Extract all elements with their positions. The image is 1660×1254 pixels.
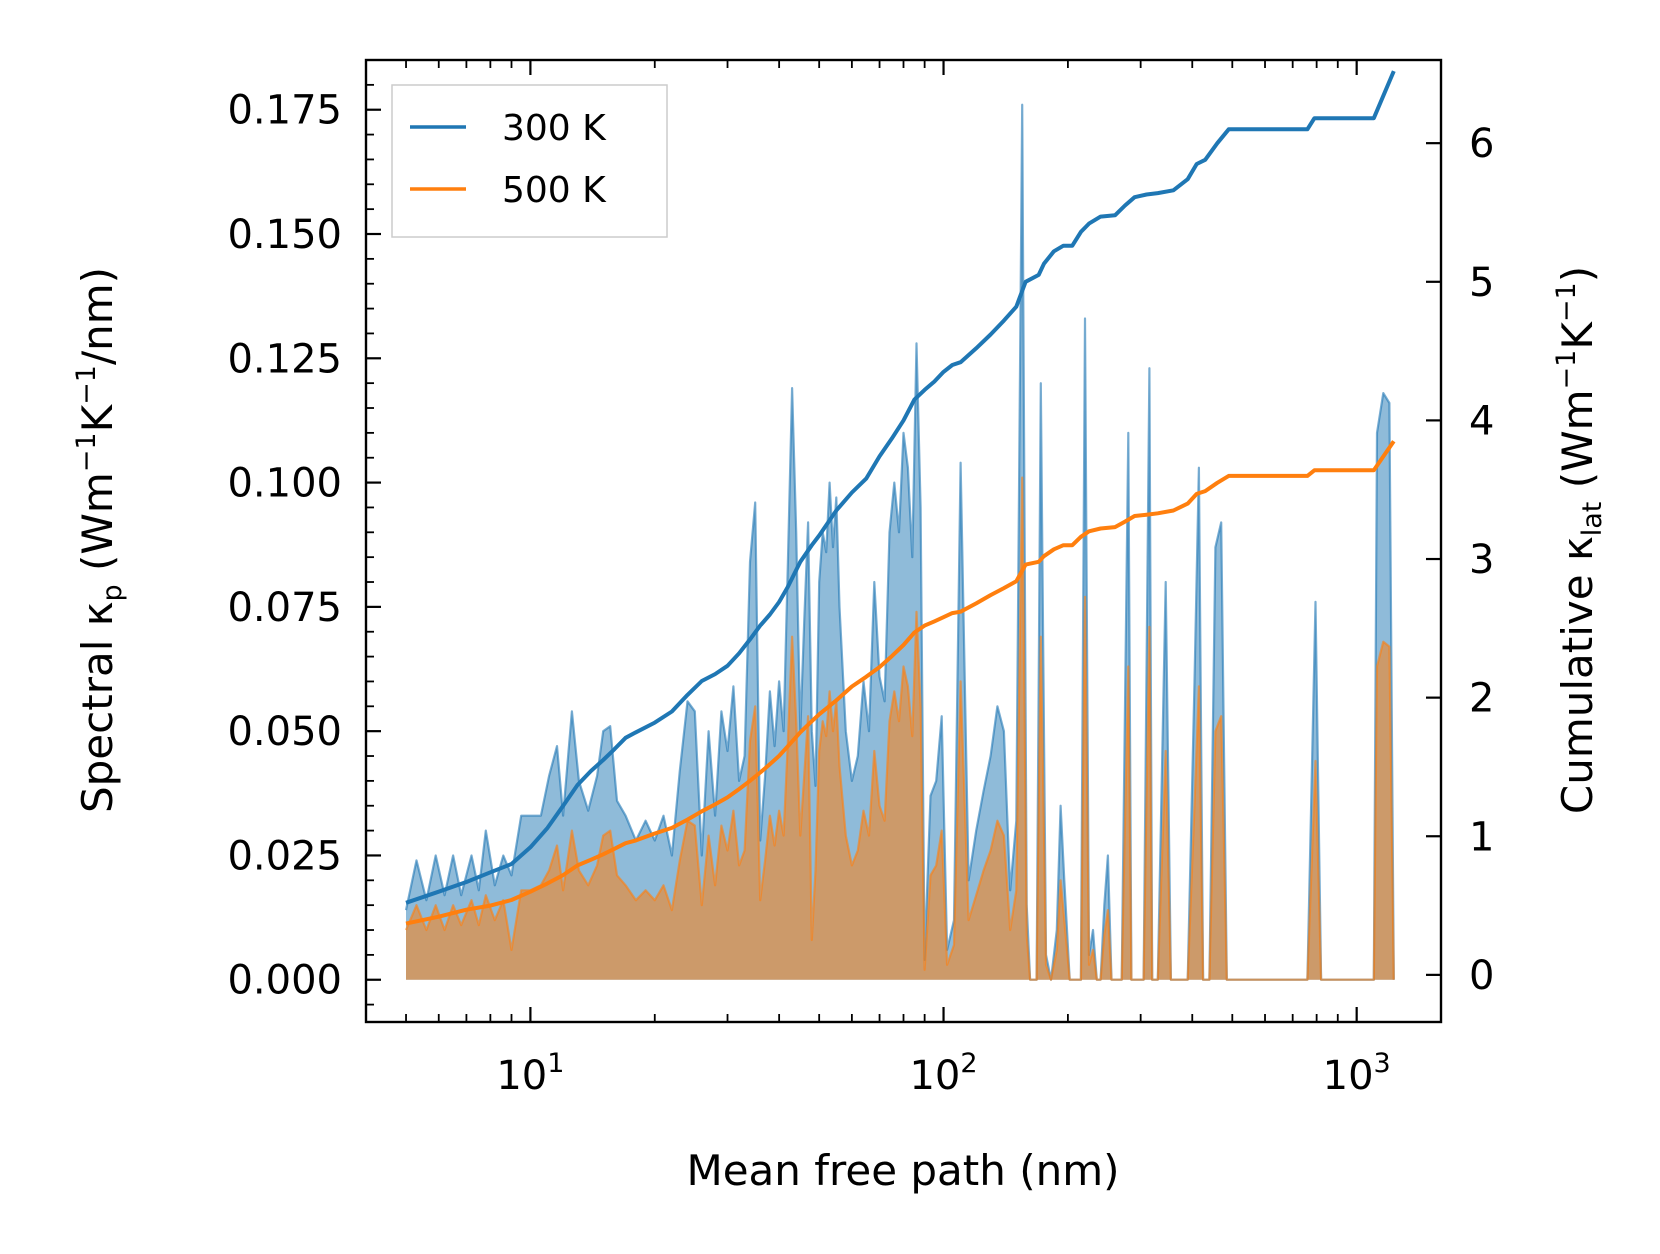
- series-layer: [404, 70, 1396, 981]
- y-right-tick-label: 2: [1469, 676, 1494, 722]
- legend-box: [391, 84, 668, 238]
- y-left-tick-label: 0.000: [227, 958, 342, 1004]
- y-left-tick-label: 0.075: [227, 585, 342, 631]
- y-left-tick-label: 0.025: [227, 834, 342, 880]
- spectral-fill-500k: [406, 477, 1394, 980]
- legend-label-300k: 300 K: [502, 108, 607, 149]
- y-left-tick-label: 0.100: [227, 461, 342, 507]
- y-right-axis-title: Cumulative κlat (Wm−1K−1): [1551, 266, 1608, 814]
- ticks-layer: [366, 60, 1441, 1022]
- y-left-tick-label: 0.050: [227, 709, 342, 755]
- y-right-tick-label: 0: [1469, 953, 1494, 999]
- y-right-tick-label: 4: [1469, 398, 1494, 444]
- x-tick-label: 102: [909, 1048, 977, 1099]
- y-right-tick-labels: 0 1 2 3 4 5 6: [1469, 121, 1494, 999]
- x-tick-label: 103: [1323, 1048, 1391, 1099]
- cumulative-line-300k: [405, 70, 1396, 905]
- y-left-tick-labels: 0.000 0.025 0.050 0.075 0.100 0.125 0.15…: [227, 88, 342, 1004]
- y-left-tick-label: 0.125: [227, 336, 342, 382]
- x-axis-title: Mean free path (nm): [686, 1146, 1119, 1195]
- spectral-line-500k: [404, 476, 1395, 981]
- y-left-tick-label: 0.150: [227, 212, 342, 258]
- cumulative-line-500k: [405, 440, 1396, 926]
- y-left-tick-label: 0.175: [227, 88, 342, 134]
- legend: 300 K 500 K: [391, 84, 668, 238]
- y-right-tick-label: 5: [1469, 260, 1494, 306]
- x-tick-labels: 101 102 103: [496, 1048, 1390, 1099]
- y-right-tick-label: 1: [1469, 814, 1494, 860]
- legend-label-500k: 500 K: [502, 170, 607, 211]
- y-right-tick-label: 3: [1469, 537, 1494, 583]
- x-tick-label: 101: [496, 1048, 564, 1099]
- y-left-axis-title: Spectral κp (Wm−1K−1/nm): [71, 267, 128, 813]
- y-right-tick-label: 6: [1469, 121, 1494, 167]
